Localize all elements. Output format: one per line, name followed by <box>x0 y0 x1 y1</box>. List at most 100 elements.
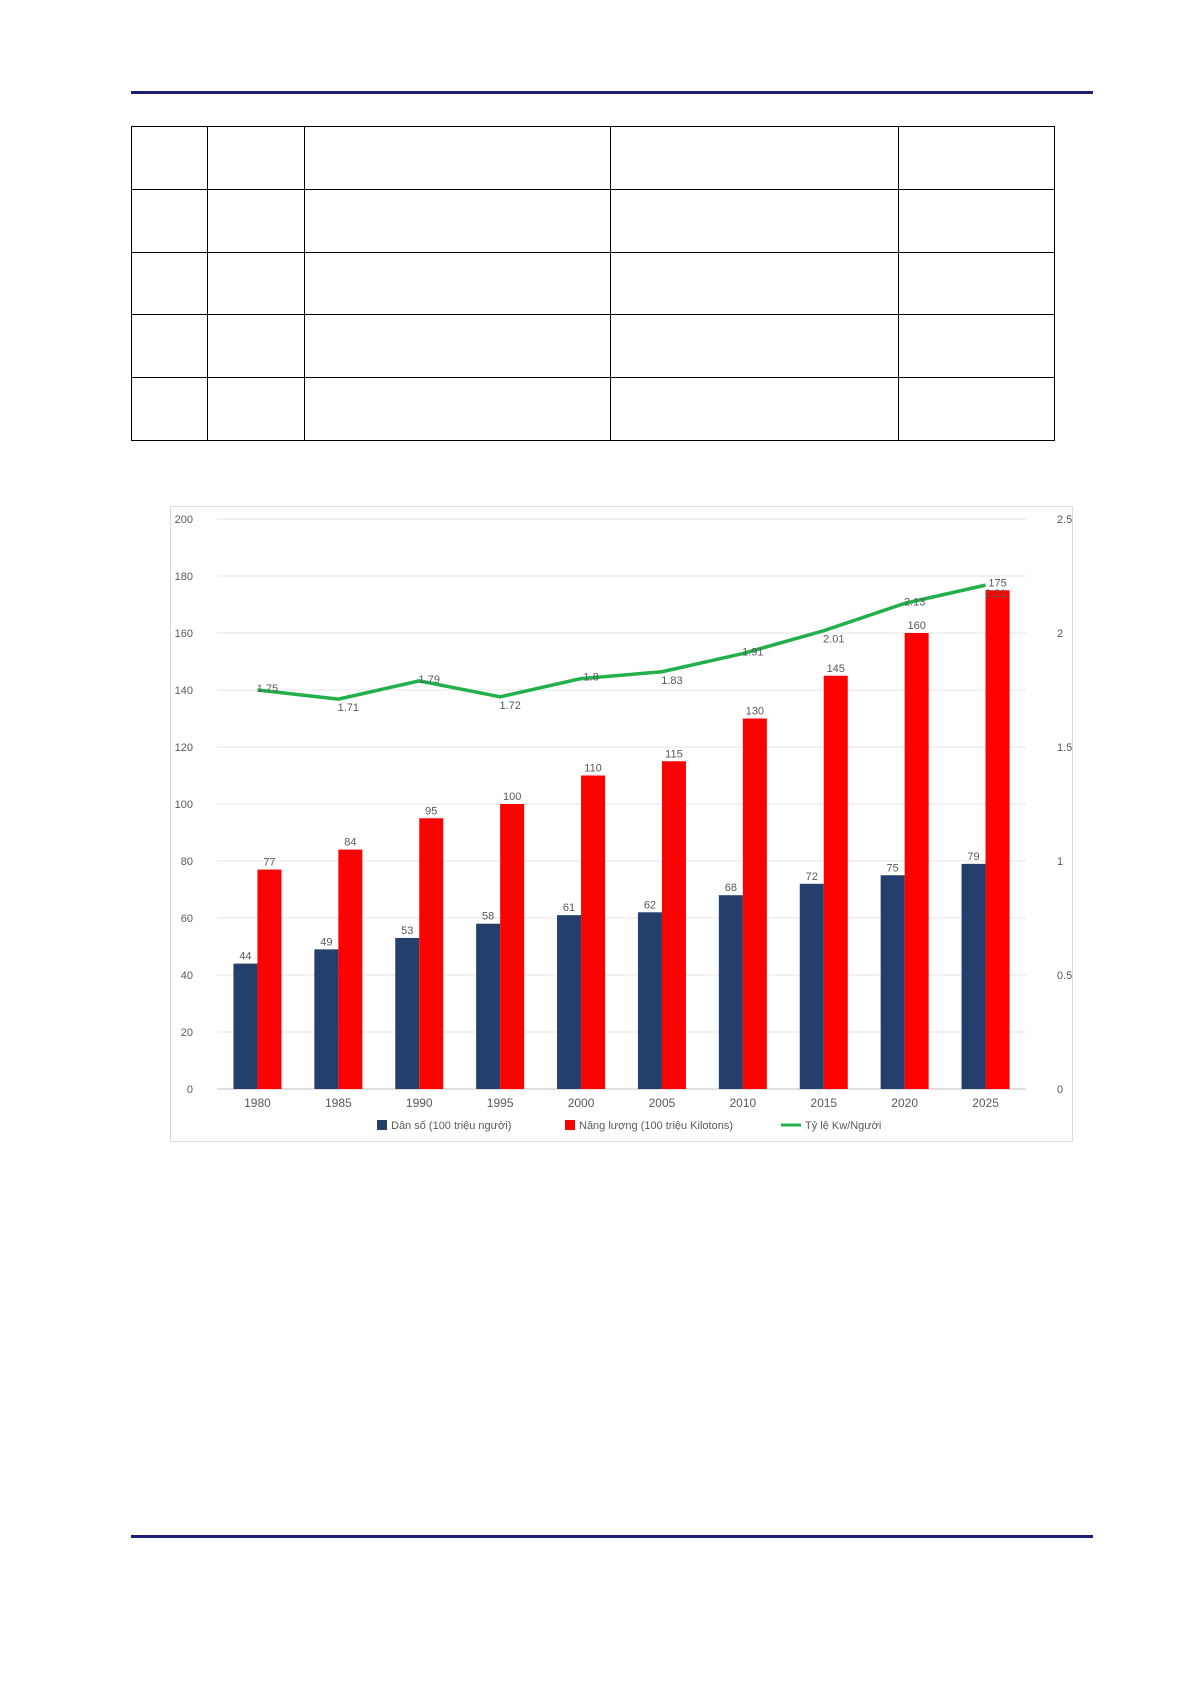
data-label: 1.71 <box>338 702 359 714</box>
data-label: 115 <box>665 748 683 760</box>
table-cell <box>898 188 1055 253</box>
bar-energy <box>742 718 767 1089</box>
bar-population <box>476 923 501 1089</box>
table-cell <box>898 314 1055 379</box>
y2-tick-label: 1.5 <box>1057 742 1072 754</box>
y2-tick-label: 0 <box>1057 1084 1063 1096</box>
x-tick-label: 2025 <box>972 1096 999 1110</box>
x-tick-label: 1980 <box>244 1096 271 1110</box>
data-label: 1.8 <box>583 672 598 684</box>
legend-entry: Năng lượng (100 triệu Kilotons) <box>579 1120 733 1132</box>
table-row <box>131 188 1055 253</box>
y2-tick-label: 2.5 <box>1057 514 1072 526</box>
data-label: 95 <box>425 805 437 817</box>
table-cell <box>610 377 899 441</box>
y2-tick-label: 0.5 <box>1057 970 1072 982</box>
y-tick-label: 80 <box>181 856 193 868</box>
data-label: 68 <box>725 882 737 894</box>
bar-energy <box>338 849 363 1089</box>
bar-population <box>314 949 339 1089</box>
table-cell <box>207 314 305 379</box>
x-tick-label: 2020 <box>891 1096 918 1110</box>
x-tick-label: 2010 <box>729 1096 756 1110</box>
bar-population <box>718 895 743 1089</box>
legend-swatch <box>377 1120 387 1130</box>
data-label: 100 <box>503 791 521 803</box>
y-tick-label: 0 <box>187 1084 193 1096</box>
table-cell <box>898 251 1055 316</box>
data-label: 1.75 <box>257 683 278 695</box>
y-tick-label: 20 <box>181 1027 193 1039</box>
x-tick-label: 1995 <box>487 1096 514 1110</box>
bar-energy <box>500 804 525 1089</box>
header-rule <box>131 91 1093 94</box>
data-label: 44 <box>239 951 251 963</box>
table-cell <box>304 314 611 379</box>
bar-population <box>799 883 824 1089</box>
x-tick-label: 2015 <box>810 1096 837 1110</box>
x-tick-label: 2005 <box>649 1096 676 1110</box>
data-label: 72 <box>806 871 818 883</box>
empty-table <box>131 126 1055 441</box>
bar-energy <box>419 818 444 1089</box>
data-label: 61 <box>563 902 575 914</box>
y-tick-label: 200 <box>175 514 193 526</box>
table-cell <box>898 126 1055 190</box>
y-tick-label: 100 <box>175 799 193 811</box>
table-row <box>131 377 1055 441</box>
data-label: 58 <box>482 911 494 923</box>
table-cell <box>207 377 305 441</box>
table-row <box>131 251 1055 316</box>
data-label: 62 <box>644 899 656 911</box>
data-label: 84 <box>344 837 356 849</box>
x-tick-label: 1990 <box>406 1096 433 1110</box>
y-tick-label: 40 <box>181 970 193 982</box>
table-cell <box>610 126 899 190</box>
chart-frame: 0 20 40 60 80 100 120 140 160 180 200 0 0.5 1 1.5 2 2.5 4… <box>170 506 1073 1142</box>
bar-population <box>233 963 258 1089</box>
table-row <box>131 314 1055 379</box>
y-tick-label: 140 <box>175 685 193 697</box>
data-label: 130 <box>746 706 764 718</box>
bar-population <box>557 915 582 1089</box>
table-cell <box>131 314 208 379</box>
bar-population <box>880 875 905 1089</box>
y-tick-label: 160 <box>175 628 193 640</box>
y-tick-label: 60 <box>181 913 193 925</box>
table-cell <box>304 188 611 253</box>
data-label: 1.91 <box>742 647 763 659</box>
footer-rule <box>131 1535 1093 1538</box>
bar-energy <box>985 590 1010 1089</box>
data-label: 77 <box>263 857 275 869</box>
bar-energy <box>257 869 282 1089</box>
bar-population <box>395 937 420 1089</box>
data-label: 2.01 <box>823 634 844 646</box>
data-label: 110 <box>584 763 602 775</box>
table-cell <box>304 251 611 316</box>
data-label: 75 <box>887 862 899 874</box>
data-label: 2.13 <box>904 596 925 608</box>
y-tick-label: 180 <box>175 571 193 583</box>
bar-energy <box>661 761 686 1089</box>
bar-energy <box>904 633 929 1089</box>
bar-population <box>961 863 986 1089</box>
data-label: 160 <box>907 620 925 632</box>
data-label: 49 <box>320 936 332 948</box>
combo-chart: 02040608010012014016018020000.511.522.54… <box>175 514 1073 1132</box>
x-tick-label: 2000 <box>568 1096 595 1110</box>
bar-population <box>637 912 662 1089</box>
y-tick-label: 120 <box>175 742 193 754</box>
data-label: 1.79 <box>419 674 440 686</box>
table-cell <box>610 251 899 316</box>
table-cell <box>610 314 899 379</box>
bar-energy <box>823 675 848 1089</box>
data-label: 2.21 <box>985 588 1006 600</box>
table-cell <box>207 188 305 253</box>
y2-tick-label: 2 <box>1057 628 1063 640</box>
y2-tick-label: 1 <box>1057 856 1063 868</box>
data-label: 1.83 <box>661 675 682 687</box>
table-cell <box>207 251 305 316</box>
table-cell <box>304 377 611 441</box>
table-cell <box>131 126 208 190</box>
data-label: 53 <box>401 925 413 937</box>
